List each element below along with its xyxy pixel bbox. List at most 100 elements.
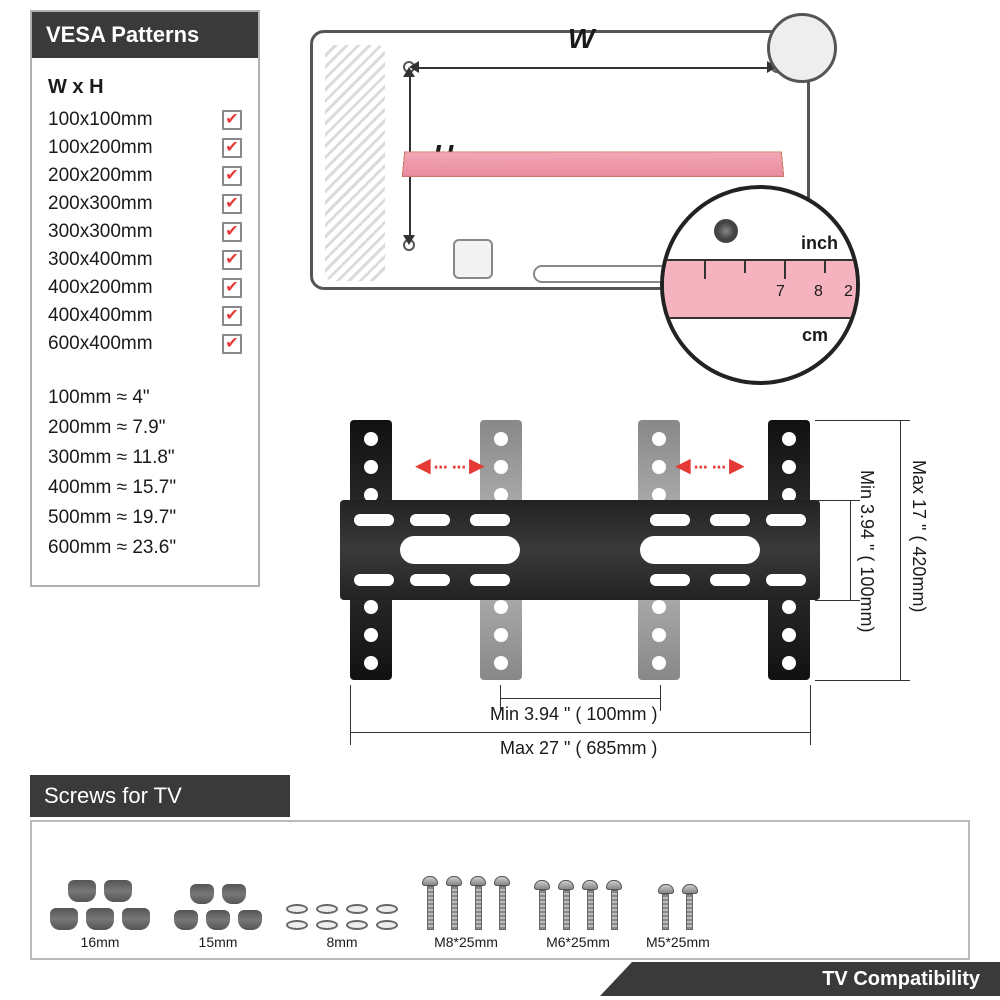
vesa-pattern-label: 100x200mm xyxy=(48,137,153,159)
vesa-conversion-list: 100mm ≈ 4"200mm ≈ 7.9"300mm ≈ 11.8"400mm… xyxy=(48,387,242,559)
bracket-cutout-icon xyxy=(640,536,760,564)
screw-group-label: M8*25mm xyxy=(434,934,498,950)
vesa-pattern-label: 200x200mm xyxy=(48,165,153,187)
rail-hole-icon xyxy=(652,600,666,614)
vesa-body: W x H 100x100mm✔100x200mm✔200x200mm✔200x… xyxy=(32,58,258,585)
ruler-number: 2 xyxy=(844,283,853,301)
spacer-icon xyxy=(190,884,214,904)
vesa-pattern-row: 400x200mm✔ xyxy=(48,277,242,299)
bolt-icon xyxy=(682,884,698,930)
screw-group: M6*25mm xyxy=(534,880,622,950)
spacer-icon xyxy=(122,908,150,930)
rail-hole-icon xyxy=(494,600,508,614)
ruler-detail-circle: inch 7 8 2 cm xyxy=(660,185,860,385)
rail-hole-icon xyxy=(494,460,508,474)
rail-hole-icon xyxy=(364,600,378,614)
width-arrow xyxy=(415,67,771,69)
screws-box: 16mm 15mm 8mm M8*25mm M6*25mm M5*25mm xyxy=(30,820,970,960)
width-max-label: Max 27 " ( 685mm ) xyxy=(500,738,657,759)
vesa-conversion-row: 600mm ≈ 23.6" xyxy=(48,537,242,559)
bracket-plate xyxy=(340,500,820,600)
spacer-icon xyxy=(206,910,230,930)
rail-hole-icon xyxy=(652,460,666,474)
screw-group: 16mm xyxy=(50,880,150,950)
washer-icon xyxy=(376,904,398,914)
tape-measure-icon xyxy=(402,151,785,176)
spacer-icon xyxy=(222,884,246,904)
vesa-pattern-row: 200x200mm ✔ xyxy=(48,165,242,187)
tape-reel-icon xyxy=(767,13,837,83)
bolt-icon xyxy=(658,884,674,930)
slide-right-arrow-icon: ···► xyxy=(450,450,486,481)
dim-line xyxy=(500,698,660,699)
width-min-label: Min 3.94 " ( 100mm ) xyxy=(490,704,657,725)
screw-group-label: M5*25mm xyxy=(646,934,710,950)
rail-hole-icon xyxy=(364,656,378,670)
check-icon: ✔ xyxy=(222,166,242,186)
screw-group-label: 8mm xyxy=(326,934,357,950)
check-icon: ✔ xyxy=(222,250,242,270)
bracket-cutout-icon xyxy=(400,536,520,564)
screw-group-label: M6*25mm xyxy=(546,934,610,950)
rail-hole-icon xyxy=(494,628,508,642)
rail-hole-icon xyxy=(364,460,378,474)
vesa-pattern-row: 300x300mm ✔ xyxy=(48,221,242,243)
washer-icon xyxy=(316,904,338,914)
vesa-pattern-row: 400x400mm✔ xyxy=(48,305,242,327)
vesa-patterns-panel: VESA Patterns W x H 100x100mm✔100x200mm✔… xyxy=(30,10,260,587)
vesa-pattern-label: 300x300mm xyxy=(48,221,153,243)
vesa-conversion-row: 500mm ≈ 19.7" xyxy=(48,507,242,529)
tv-measurement-diagram: W H inch 7 8 2 cm xyxy=(300,15,850,315)
slide-right-arrow-icon: ···► xyxy=(710,450,746,481)
bolt-icon xyxy=(606,880,622,930)
vesa-pattern-label: 200x300mm xyxy=(48,193,153,215)
washer-icon xyxy=(286,920,308,930)
screw-group-label: 16mm xyxy=(81,934,120,950)
vesa-pattern-row: 600x400mm✔ xyxy=(48,333,242,355)
footer-bar: TV Compatibility xyxy=(600,962,1000,996)
check-icon: ✔ xyxy=(222,110,242,130)
rail-hole-icon xyxy=(494,656,508,670)
check-icon: ✔ xyxy=(222,194,242,214)
vesa-header: VESA Patterns xyxy=(32,12,258,58)
ruler-number: 7 xyxy=(776,283,785,301)
vesa-pattern-label: 400x200mm xyxy=(48,277,153,299)
vesa-conversion-row: 200mm ≈ 7.9" xyxy=(48,417,242,439)
rail-hole-icon xyxy=(652,432,666,446)
vesa-pattern-label: 100x100mm xyxy=(48,109,153,131)
screw-group-label: 15mm xyxy=(199,934,238,950)
vesa-pattern-row: 200x300mm ✔ xyxy=(48,193,242,215)
spacer-icon xyxy=(50,908,78,930)
bolt-icon xyxy=(494,876,510,930)
vesa-pattern-row: 300x400mm ✔ xyxy=(48,249,242,271)
vesa-pattern-list: 100x100mm✔100x200mm✔200x200mm✔200x300mm✔… xyxy=(48,109,242,355)
vesa-pattern-label: 400x400mm xyxy=(48,305,153,327)
rail-hole-icon xyxy=(494,432,508,446)
rail-hole-icon xyxy=(782,628,796,642)
bolt-icon xyxy=(534,880,550,930)
vesa-pattern-label: 600x400mm xyxy=(48,333,153,355)
vesa-pattern-row: 100x200mm✔ xyxy=(48,137,242,159)
height-max-label: Max 17 " ( 420mm) xyxy=(908,460,929,612)
vesa-pattern-label: 300x400mm xyxy=(48,249,153,271)
spacer-icon xyxy=(238,910,262,930)
bolt-icon xyxy=(582,880,598,930)
screw-group: M8*25mm xyxy=(422,876,510,950)
slide-left-arrow-icon: ◄··· xyxy=(670,450,706,481)
rail-hole-icon xyxy=(782,432,796,446)
vesa-subhead: W x H xyxy=(48,76,242,99)
dim-line xyxy=(850,500,851,600)
rail-hole-icon xyxy=(782,600,796,614)
spacer-icon xyxy=(68,880,96,902)
rail-hole-icon xyxy=(782,460,796,474)
spacer-icon xyxy=(86,908,114,930)
w-label: W xyxy=(568,23,594,55)
screw-group: M5*25mm xyxy=(646,884,710,950)
washer-icon xyxy=(376,920,398,930)
bolt-icon xyxy=(446,876,462,930)
arrow-head-icon xyxy=(403,235,415,245)
check-icon: ✔ xyxy=(222,222,242,242)
rail-hole-icon xyxy=(652,656,666,670)
rail-hole-icon xyxy=(782,656,796,670)
bolt-icon xyxy=(558,880,574,930)
